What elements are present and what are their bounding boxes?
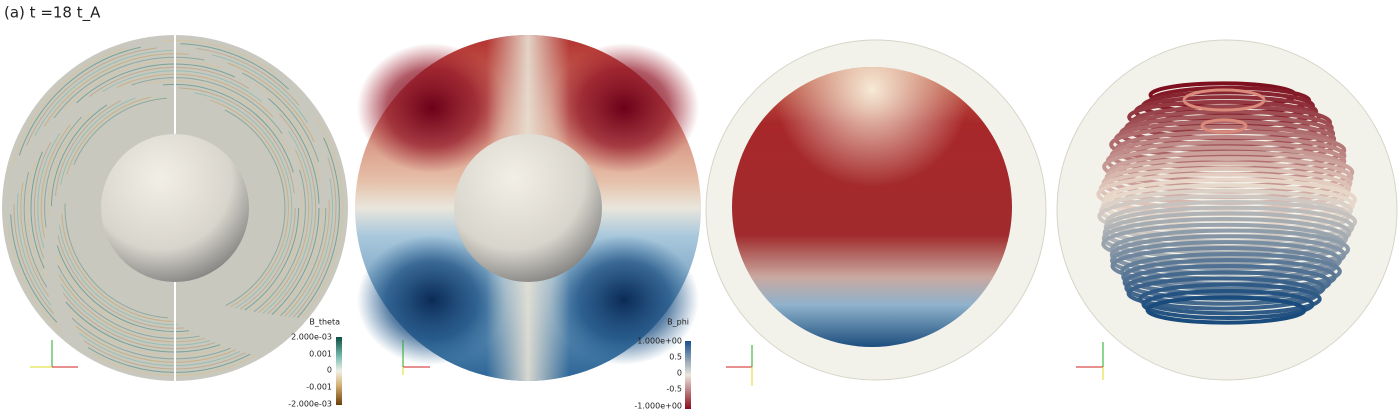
- ring: [1200, 118, 1248, 134]
- orientation-axes: [402, 340, 430, 375]
- figure-title: (a) t =18 t_A: [4, 4, 101, 23]
- ring: [1145, 295, 1307, 325]
- panel-b-theta: B_theta 2.000e-03 0.001 0 -0.001 -2.000e…: [2, 35, 348, 409]
- colorbar-tick: -2.000e-03: [288, 400, 332, 409]
- colorbar-tick: 1.000e+00: [637, 337, 682, 346]
- inner-sphere: [101, 134, 249, 282]
- ring: [64, 97, 286, 319]
- panel-field-lines: [1056, 39, 1398, 381]
- orientation-axes: [726, 345, 753, 386]
- colorbar-tick: -0.5: [666, 385, 682, 394]
- ring: [1120, 251, 1342, 291]
- panel-b-phi: B_phi 1.000e+00 0.5 0 -0.5 -1.000e+00: [355, 35, 701, 411]
- ring: [61, 94, 289, 322]
- highlight: [732, 67, 1012, 347]
- colorbar-tick: 0: [327, 366, 332, 375]
- ring: [1141, 288, 1315, 321]
- ring: [1101, 216, 1349, 260]
- orientation-axes: [1076, 342, 1104, 380]
- ring: [1121, 257, 1337, 296]
- ring: [1109, 228, 1351, 271]
- colorbar-title: B_phi: [667, 318, 689, 327]
- panel-sphere: [705, 39, 1047, 386]
- colorbar-tick: 0.5: [669, 353, 682, 362]
- colorbar-title: B_theta: [309, 318, 340, 327]
- ring: [1124, 270, 1326, 306]
- colorbar-tick: 0: [677, 369, 682, 378]
- colorbar-tick: -0.001: [306, 383, 332, 392]
- colorbar: [336, 337, 342, 405]
- orientation-axes: [30, 340, 78, 368]
- colorbar-tick: 0.001: [309, 350, 332, 359]
- ring: [1182, 88, 1266, 112]
- field-lines: [1096, 81, 1358, 325]
- ring: [1138, 282, 1322, 316]
- inner-sphere: [454, 134, 602, 282]
- colorbar-tick: 2.000e-03: [291, 333, 332, 342]
- colorbar: [685, 341, 691, 409]
- colorbar-tick: -1.000e+00: [634, 402, 682, 411]
